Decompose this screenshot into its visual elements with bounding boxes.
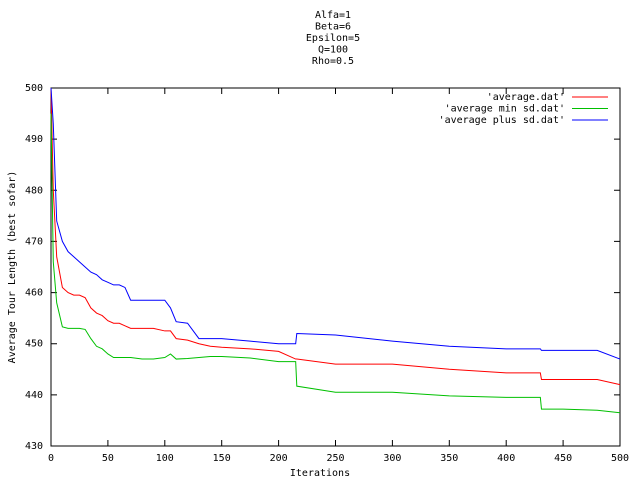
chart-title: Q=100 [318, 45, 348, 56]
y-axis-label: Average Tour Length (best sofar) [7, 171, 18, 364]
x-tick-label: 300 [383, 453, 401, 464]
x-tick-label: 450 [554, 453, 572, 464]
x-tick-label: 200 [270, 453, 288, 464]
legend-label: 'average min sd.dat' [445, 104, 565, 115]
y-tick-label: 450 [25, 339, 43, 350]
x-tick-label: 250 [326, 453, 344, 464]
x-tick-label: 50 [102, 453, 114, 464]
legend-label: 'average plus sd.dat' [439, 115, 565, 126]
chart-title: Beta=6 [315, 22, 351, 33]
chart-title: Alfa=1 [315, 10, 351, 21]
x-tick-label: 150 [213, 453, 231, 464]
series-line [50, 87, 621, 386]
x-tick-label: 500 [611, 453, 629, 464]
x-tick-label: 400 [497, 453, 515, 464]
y-tick-label: 430 [25, 441, 43, 452]
x-tick-label: 0 [48, 453, 54, 464]
x-tick-label: 100 [156, 453, 174, 464]
legend-label: 'average.dat' [487, 92, 565, 103]
y-tick-label: 440 [25, 390, 43, 401]
series-line [50, 87, 621, 360]
chart-title: Rho=0.5 [312, 56, 354, 67]
y-tick-label: 480 [25, 185, 43, 196]
y-tick-label: 470 [25, 236, 43, 247]
y-tick-label: 500 [25, 83, 43, 94]
x-axis-label: Iterations [290, 468, 350, 479]
chart-title: Epsilon=5 [306, 33, 360, 44]
x-tick-label: 350 [440, 453, 458, 464]
y-tick-label: 490 [25, 134, 43, 145]
y-tick-label: 460 [25, 288, 43, 299]
series-line [50, 113, 621, 414]
